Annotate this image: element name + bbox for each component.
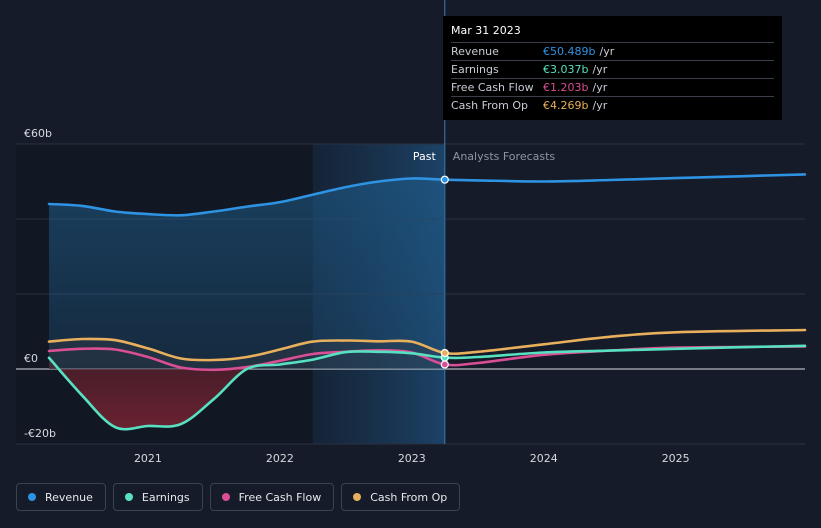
legend-label: Free Cash Flow <box>238 490 322 504</box>
tooltip-row: Free Cash Flow €1.203b/yr <box>451 78 774 96</box>
y-axis-label: -€20b <box>24 427 56 440</box>
tooltip-row-unit: /yr <box>592 63 608 76</box>
legend-label: Cash From Op <box>370 490 448 504</box>
legend-dot-icon <box>124 493 133 501</box>
cash-from-op-line <box>47 328 807 362</box>
legend-item-revenue[interactable]: Revenue <box>16 483 106 511</box>
earnings-line <box>47 344 807 431</box>
cash-from-op-marker <box>440 348 449 358</box>
x-tick-label: 2021 <box>134 452 162 465</box>
tooltip-row-unit: /yr <box>599 45 615 58</box>
legend-item-free-cash-flow[interactable]: Free Cash Flow <box>209 483 335 511</box>
legend: Revenue Earnings Free Cash Flow Cash From O… <box>16 483 461 511</box>
tooltip-row-label: Earnings <box>451 63 499 76</box>
past-label: Past <box>413 150 437 163</box>
legend-dot-icon <box>353 493 362 501</box>
legend-item-earnings[interactable]: Earnings <box>112 483 203 511</box>
tooltip-row-value: €3.037b <box>543 63 589 76</box>
legend-dot-icon <box>28 493 36 501</box>
tooltip-row: Cash From Op €4.269b/yr <box>451 96 774 114</box>
revenue-area <box>49 178 445 369</box>
y-axis-label: €60b <box>24 127 52 140</box>
legend-label: Revenue <box>45 490 93 504</box>
cash-from-op-area <box>49 338 445 369</box>
forecast-label: Analysts Forecasts <box>453 150 556 163</box>
revenue-marker <box>440 175 449 184</box>
tooltip-row-label: Revenue <box>451 45 499 58</box>
free-cash-flow-marker <box>440 360 449 369</box>
x-tick-label: 2024 <box>530 452 558 465</box>
tooltip-row-value: €4.269b <box>543 99 589 112</box>
x-tick-label: 2025 <box>662 452 690 465</box>
tooltip-row-value: €50.489b <box>543 45 596 58</box>
tooltip-row: Revenue €50.489b/yr <box>451 42 774 60</box>
tooltip-date: Mar 31 2023 <box>451 24 521 37</box>
earnings-loss-area <box>49 357 247 430</box>
y-axis-label: €0 <box>24 352 38 365</box>
revenue-line <box>47 173 807 217</box>
legend-dot-icon <box>221 493 230 501</box>
legend-label: Earnings <box>141 490 190 504</box>
tooltip-row-unit: /yr <box>592 99 608 112</box>
x-tick-label: 2022 <box>266 452 294 465</box>
tooltip-row-label: Cash From Op <box>451 99 529 112</box>
tooltip-row-value: €1.203b <box>543 81 589 94</box>
x-tick-label: 2023 <box>398 452 426 465</box>
tooltip-row-unit: /yr <box>592 81 608 94</box>
tooltip-row: Earnings €3.037b/yr <box>451 60 774 78</box>
tooltip-row-label: Free Cash Flow <box>451 81 534 94</box>
legend-item-cash-from-op[interactable]: Cash From Op <box>341 483 461 511</box>
tooltip: Mar 31 2023 Revenue €50.489b/yr Earnings €3… <box>443 16 782 120</box>
